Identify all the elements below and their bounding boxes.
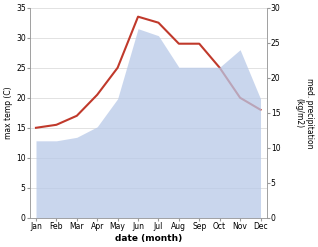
- Y-axis label: med. precipitation
(kg/m2): med. precipitation (kg/m2): [294, 78, 314, 148]
- Y-axis label: max temp (C): max temp (C): [4, 86, 13, 139]
- X-axis label: date (month): date (month): [114, 234, 182, 243]
